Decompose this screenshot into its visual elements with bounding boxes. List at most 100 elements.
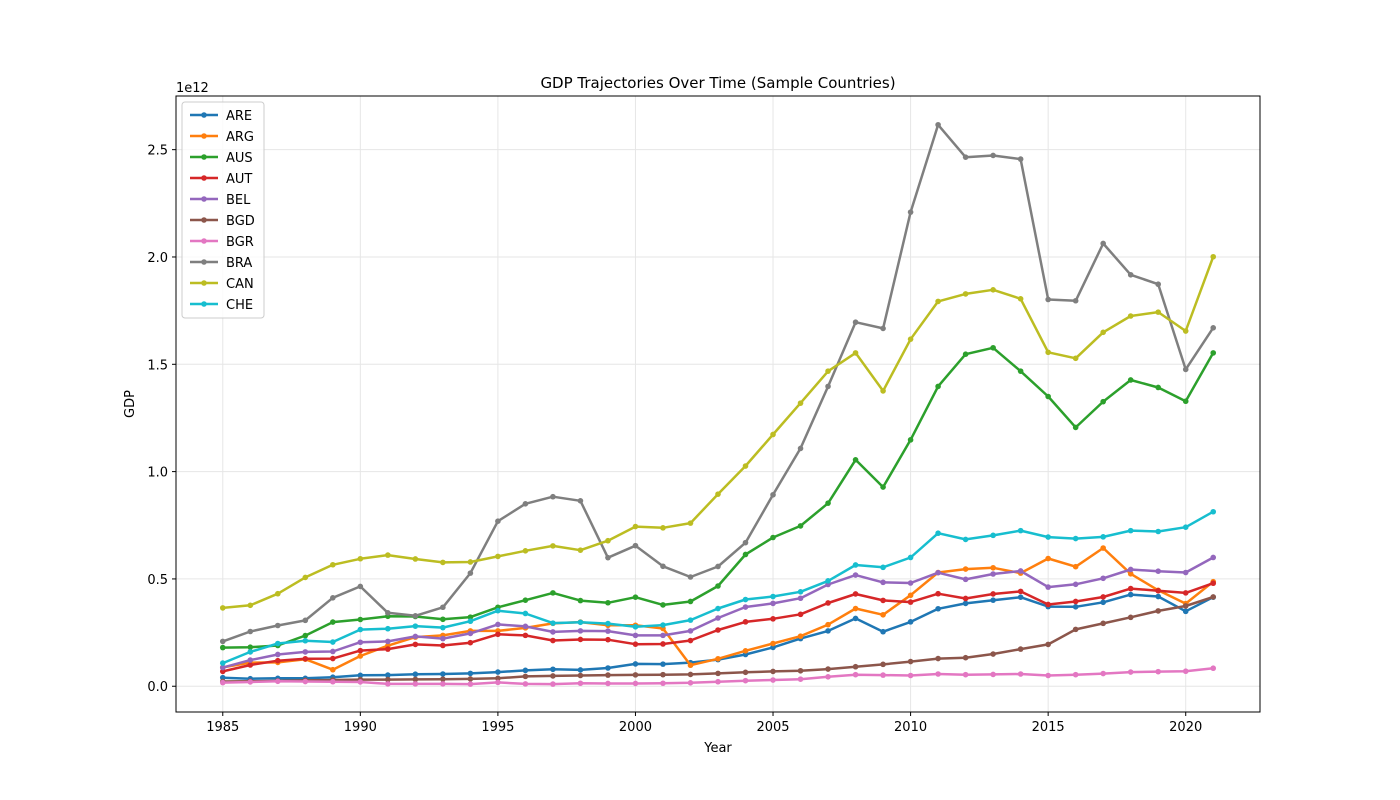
data-point: [1045, 349, 1051, 356]
data-point: [1127, 271, 1134, 278]
data-point: [852, 457, 859, 463]
data-point: [1155, 309, 1162, 315]
data-point: [797, 633, 804, 640]
data-point: [880, 661, 886, 668]
data-point: [825, 628, 831, 634]
data-point: [1045, 393, 1051, 400]
legend-swatch-marker: [201, 133, 207, 139]
data-point: [852, 319, 859, 326]
data-point: [274, 651, 281, 658]
data-point: [1210, 580, 1217, 587]
series-bel: [219, 554, 1217, 671]
data-point: [935, 569, 941, 576]
legend-label: CAN: [226, 277, 254, 292]
legend-item-aus: AUS: [190, 151, 253, 166]
legend-label: ARG: [226, 130, 254, 145]
data-point: [357, 653, 364, 659]
data-point: [825, 666, 831, 672]
data-point: [852, 591, 859, 597]
data-point: [687, 637, 694, 644]
data-point: [550, 637, 556, 644]
data-point: [962, 536, 969, 543]
data-point: [632, 594, 639, 600]
data-point: [522, 667, 529, 674]
data-point: [770, 491, 776, 498]
data-point: [274, 678, 281, 685]
data-point: [247, 649, 254, 655]
data-point: [715, 605, 721, 612]
series-aut: [219, 580, 1217, 675]
data-point: [825, 368, 831, 374]
data-point: [880, 628, 886, 635]
data-point: [880, 611, 886, 618]
data-point: [742, 669, 749, 676]
data-point: [1017, 594, 1024, 600]
data-point: [797, 400, 804, 406]
data-point: [742, 604, 749, 610]
data-point: [1127, 591, 1134, 598]
data-point: [962, 671, 969, 678]
data-point: [1045, 641, 1051, 648]
data-point: [247, 679, 254, 685]
data-point: [550, 493, 556, 500]
data-point: [1210, 554, 1217, 561]
data-point: [495, 675, 501, 682]
data-point: [1127, 570, 1134, 577]
data-point: [770, 640, 776, 647]
data-point: [632, 680, 639, 687]
data-point: [632, 523, 639, 530]
data-point: [660, 641, 666, 647]
data-point: [907, 658, 914, 665]
data-point: [577, 672, 584, 679]
data-point: [1045, 601, 1051, 608]
data-point: [907, 599, 914, 605]
data-point: [495, 518, 501, 524]
data-point: [1072, 604, 1079, 610]
data-point: [550, 666, 556, 673]
x-tick-label: 2000: [619, 720, 652, 735]
series-bgr: [219, 665, 1217, 687]
data-point: [632, 632, 639, 639]
data-point: [1155, 568, 1162, 574]
grid: [176, 96, 1260, 712]
data-point: [990, 651, 996, 657]
data-point: [219, 638, 226, 645]
data-point: [385, 610, 391, 616]
data-point: [522, 610, 529, 617]
data-point: [852, 671, 859, 678]
data-point: [770, 677, 776, 683]
data-point: [825, 600, 831, 606]
data-point: [715, 655, 721, 662]
legend-label: AUS: [226, 151, 253, 166]
data-point: [1017, 568, 1024, 574]
data-point: [357, 626, 364, 633]
data-point: [880, 564, 886, 571]
data-point: [935, 671, 941, 677]
data-point: [495, 631, 501, 638]
data-point: [495, 679, 501, 686]
data-point: [385, 552, 391, 558]
data-point: [357, 679, 364, 685]
data-point: [907, 336, 914, 342]
data-point: [467, 670, 474, 677]
data-point: [440, 671, 446, 677]
series-che: [219, 508, 1217, 666]
legend: ARE ARG AUS AUT BEL BGD BGR BRA CAN CHE: [181, 101, 265, 319]
data-point: [440, 642, 446, 649]
data-point: [687, 628, 694, 634]
data-point: [962, 154, 969, 160]
data-point: [962, 566, 969, 572]
data-point: [687, 617, 694, 623]
data-point: [880, 672, 886, 678]
data-point: [825, 674, 831, 680]
data-point: [1017, 671, 1024, 677]
data-point: [550, 673, 556, 679]
data-point: [302, 632, 309, 639]
data-point: [1127, 377, 1134, 383]
data-point: [412, 633, 419, 640]
data-point: [440, 676, 446, 682]
y-tick-label: 2.5: [147, 144, 168, 159]
data-point: [687, 680, 694, 686]
legend-label: AUT: [226, 172, 252, 187]
data-point: [495, 607, 501, 614]
